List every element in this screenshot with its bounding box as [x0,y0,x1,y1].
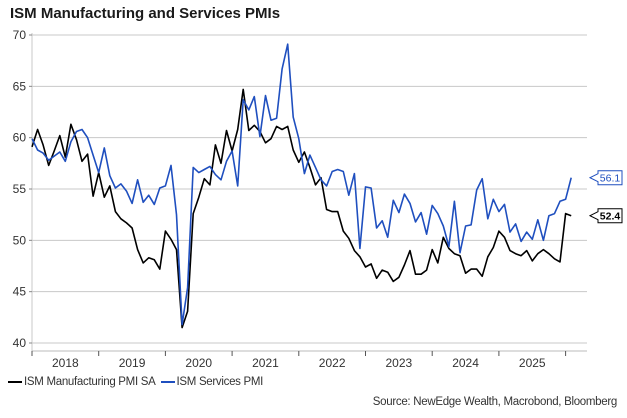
legend-swatch-manufacturing [8,381,22,383]
x-tick-label: 2022 [319,356,346,370]
y-tick-label: 55 [13,182,27,196]
y-tick-label: 50 [13,233,27,247]
end-label-text: 56.1 [600,173,621,185]
legend-label-services: ISM Services PMI [176,376,264,388]
legend: ISM Manufacturing PMI SA ISM Services PM… [8,376,268,388]
y-tick-label: 70 [13,28,27,42]
chart-title: ISM Manufacturing and Services PMIs [10,5,281,22]
y-tick-label: 65 [13,79,27,93]
x-tick-label: 2020 [185,356,212,370]
y-axis-ticks: 40 45 50 55 60 65 70 [13,28,32,350]
source-note: Source: NewEdge Wealth, Macrobond, Bloom… [372,396,618,408]
legend-item-manufacturing: ISM Manufacturing PMI SA [8,376,156,388]
end-labels: 52.4 56.1 [588,170,623,224]
y-tick-label: 60 [13,131,27,145]
end-label-box [588,170,623,186]
x-tick-label: 2019 [119,356,146,370]
legend-item-services: ISM Services PMI [160,376,264,388]
x-tick-label: 2023 [385,356,412,370]
x-axis-ticks: 2018 2019 2020 2021 2022 2023 2024 2025 [31,351,567,370]
legend-swatch-services [160,381,175,383]
x-tick-label: 2018 [52,356,79,370]
x-tick-label: 2024 [452,356,479,370]
y-tick-label: 45 [13,285,27,299]
series-lines [31,43,572,329]
end-label-text: 52.4 [600,211,621,223]
x-tick-label: 2021 [252,356,279,370]
end-label-box [588,208,623,224]
y-tick-label: 40 [13,336,27,350]
gridlines [32,34,587,344]
end-label-services: 56.1 [588,170,623,186]
x-tick-label: 2025 [519,356,546,370]
end-label-manufacturing: 52.4 [588,208,623,224]
axes [31,33,587,353]
series-line-services [31,43,572,326]
legend-label-manufacturing: ISM Manufacturing PMI SA [24,376,156,388]
